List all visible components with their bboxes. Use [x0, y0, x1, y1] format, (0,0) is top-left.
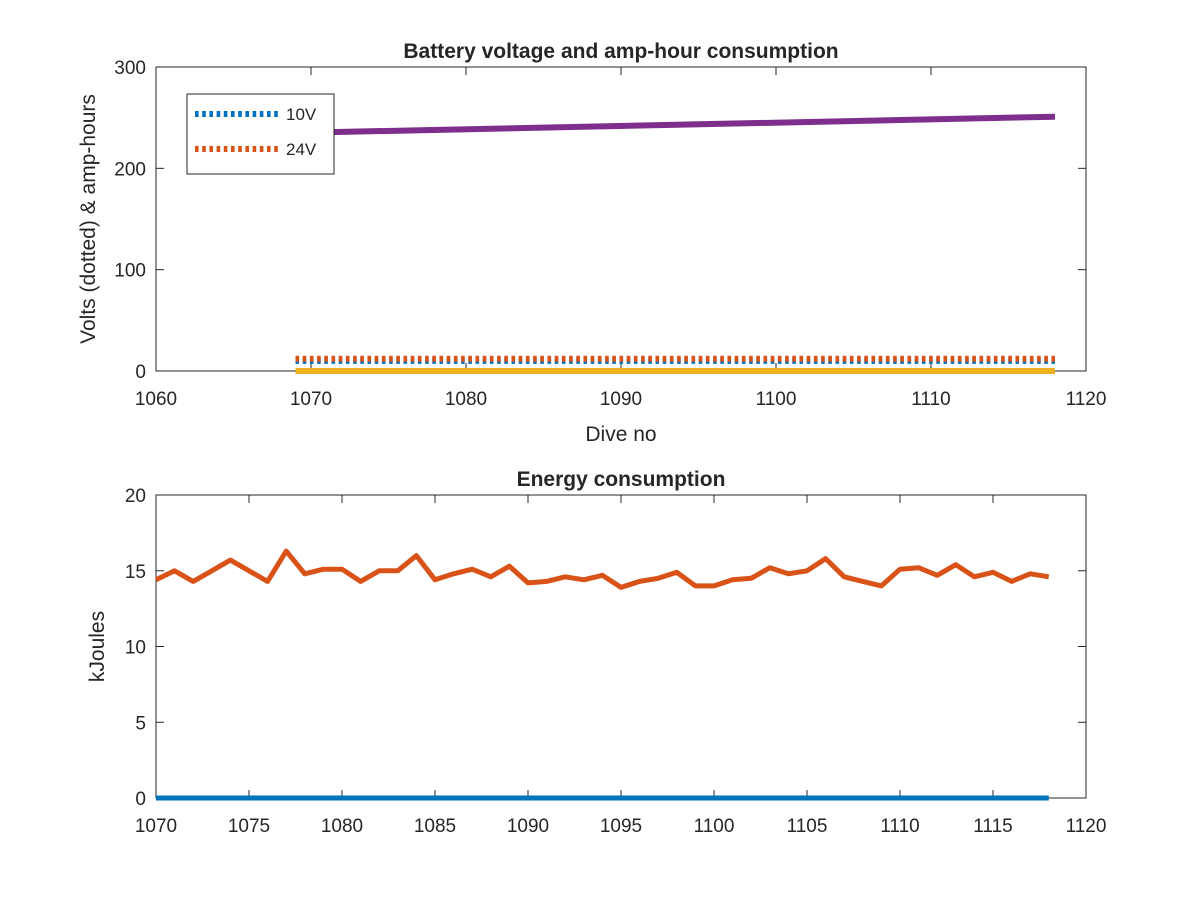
x-tick-label: 1075 — [228, 816, 270, 837]
x-tick-label: 1080 — [445, 389, 487, 410]
y-tick-label: 300 — [114, 58, 146, 79]
x-tick-label: 1110 — [880, 816, 919, 837]
x-tick-label: 1070 — [135, 816, 177, 837]
y-tick-label: 0 — [135, 362, 146, 383]
x-axis-label: Dive no — [585, 423, 656, 446]
energy-chart: 1070 1075 1080 1085 1090 1095 1100 1105 1110 1115… — [86, 468, 1106, 837]
x-tick-label: 1120 — [1066, 389, 1107, 410]
x-tick-label: 1060 — [135, 389, 177, 410]
y-tick-label: 5 — [135, 713, 146, 734]
legend-label: 24V — [286, 140, 317, 159]
x-tick-label: 1085 — [414, 816, 456, 837]
x-tick-label: 1100 — [756, 389, 797, 410]
battery-chart: 1060 1070 1080 1090 1100 1110 1120 0 100 200 300 Ba… — [77, 40, 1106, 446]
x-tick-label: 1080 — [321, 816, 363, 837]
legend: 10V 24V — [186, 93, 335, 175]
x-tick-label: 1090 — [600, 389, 642, 410]
y-axis-label: kJoules — [86, 611, 109, 682]
chart-title: Energy consumption — [517, 468, 726, 491]
x-tick-label: 1095 — [600, 816, 642, 837]
legend-box — [186, 93, 335, 175]
x-tick-label: 1110 — [911, 389, 950, 410]
y-tick-label: 100 — [114, 261, 146, 282]
y-tick-label: 10 — [125, 638, 146, 659]
x-tick-label: 1090 — [507, 816, 549, 837]
x-tick-label: 1115 — [973, 816, 1012, 837]
chart-title: Battery voltage and amp-hour consumption — [403, 40, 838, 63]
series-line-3 — [295, 113, 1056, 136]
y-axis-label: Volts (dotted) & amp-hours — [77, 94, 100, 344]
x-tick-label: 1100 — [694, 816, 735, 837]
y-tick-label: 0 — [135, 789, 146, 810]
x-tick-label: 1070 — [290, 389, 332, 410]
x-tick-label: 1105 — [787, 816, 828, 837]
legend-label: 10V — [286, 105, 317, 124]
y-tick-label: 15 — [125, 562, 146, 583]
x-tick-label: 1120 — [1066, 816, 1107, 837]
series-line-1 — [154, 548, 1050, 590]
y-tick-label: 20 — [125, 486, 146, 507]
y-tick-label: 200 — [114, 159, 146, 180]
plot-area — [155, 494, 1087, 799]
